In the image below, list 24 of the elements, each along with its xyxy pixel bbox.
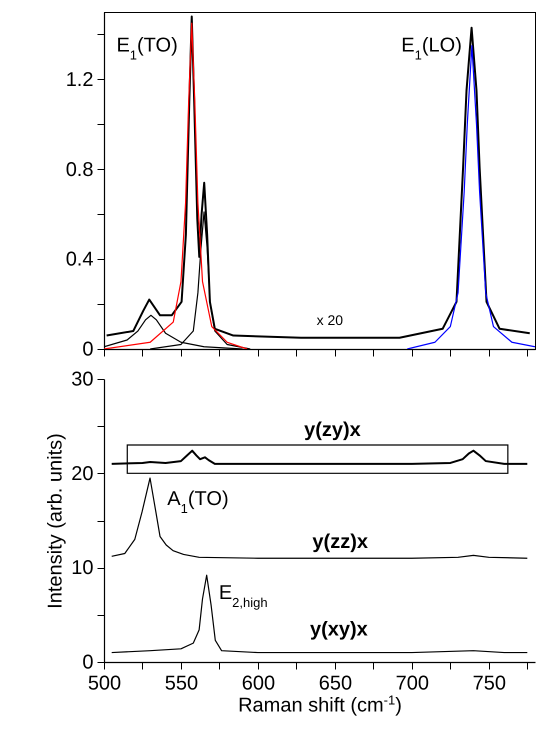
- y-tick-label: 10: [71, 557, 94, 580]
- x-tick-label: 550: [164, 672, 198, 694]
- annotation: y(xy)x: [310, 618, 368, 641]
- y-tick-label: 30: [71, 368, 94, 390]
- y-tick-label: 1.2: [66, 68, 94, 91]
- y-tick-label: 0.4: [66, 248, 94, 271]
- annotation: y(zz)x: [312, 531, 368, 554]
- y-tick-label: 0: [82, 338, 94, 360]
- x-tick-label: 650: [318, 672, 352, 694]
- x-axis-title: Raman shift (cm$^{-1}$): [238, 692, 402, 716]
- y-tick-label: 0: [82, 652, 94, 674]
- annotation: x 20: [316, 312, 344, 328]
- annotation: y(zy)x: [304, 418, 361, 441]
- x-tick-label: 700: [396, 672, 430, 694]
- x-tick-label: 500: [88, 672, 122, 694]
- y-axis-title: Intensity (arb. units): [44, 433, 66, 609]
- annotation: E$_{2,high}$: [218, 582, 268, 610]
- x-tick-label: 600: [242, 672, 276, 694]
- annotation: E$_{1}$(LO): [401, 34, 462, 62]
- x-tick-label: 750: [472, 672, 506, 694]
- annotation: A$_{1}$(TO): [167, 488, 229, 516]
- y-tick-label: 0.8: [66, 158, 94, 181]
- annotation: E$_{1}$(TO): [116, 34, 178, 62]
- y-tick-label: 20: [71, 462, 94, 485]
